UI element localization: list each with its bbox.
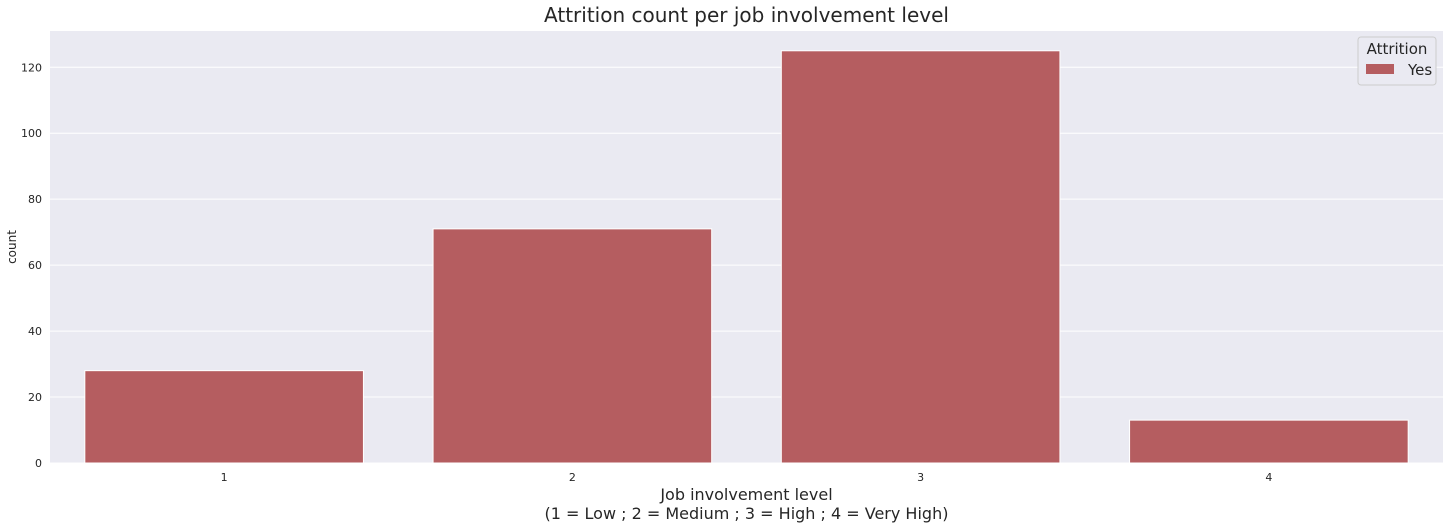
bar-3	[780, 50, 1061, 464]
x-axis-label-line1: Job involvement level	[659, 485, 832, 504]
legend: Attrition Yes	[1357, 36, 1437, 86]
legend-title: Attrition	[1367, 40, 1428, 58]
x-tick-label: 3	[917, 471, 924, 484]
bar-1	[84, 370, 364, 464]
legend-label-yes: Yes	[1407, 61, 1432, 79]
y-tick-label: 20	[28, 391, 42, 404]
y-tick-label: 120	[21, 61, 42, 74]
chart-title: Attrition count per job involvement leve…	[544, 3, 949, 27]
bars	[84, 50, 1409, 464]
x-axis-label-line2: (1 = Low ; 2 = Medium ; 3 = High ; 4 = V…	[545, 504, 949, 523]
bar-2	[432, 228, 713, 464]
y-tick-label: 40	[28, 325, 42, 338]
y-tick-label: 80	[28, 193, 42, 206]
x-tick-label: 1	[221, 471, 228, 484]
bar-4	[1129, 419, 1409, 464]
y-tick-label: 60	[28, 259, 42, 272]
x-tick-label: 2	[569, 471, 576, 484]
legend-swatch-yes	[1366, 64, 1394, 74]
y-axis-label: count	[5, 230, 19, 264]
y-tick-label: 0	[35, 457, 42, 470]
x-tick-label: 4	[1265, 471, 1272, 484]
y-tick-labels: 0 20 40 60 80 100 120	[21, 61, 42, 470]
x-tick-labels: 1 2 3 4	[221, 471, 1273, 484]
y-tick-label: 100	[21, 127, 42, 140]
